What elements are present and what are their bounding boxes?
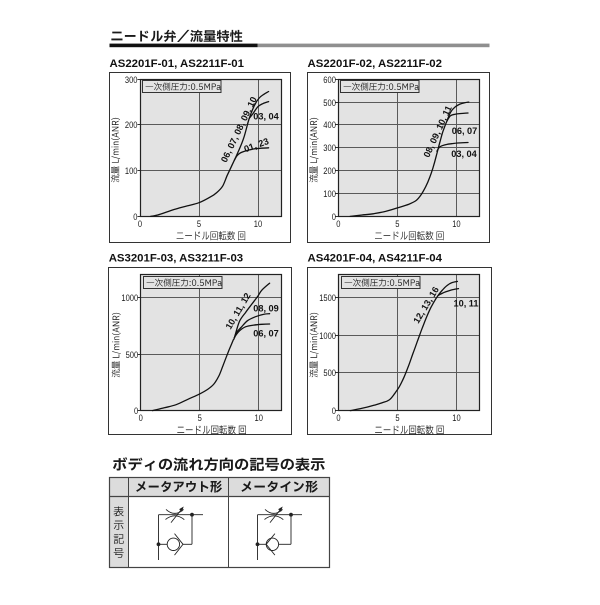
svg-text:500: 500: [323, 97, 336, 108]
svg-text:1000: 1000: [121, 292, 138, 303]
svg-text:AS3201F-03, AS3211F-03: AS3201F-03, AS3211F-03: [109, 253, 243, 265]
svg-text:03, 04: 03, 04: [451, 149, 477, 159]
svg-text:0: 0: [332, 405, 336, 416]
svg-text:1000: 1000: [319, 330, 336, 341]
svg-text:5: 5: [395, 218, 399, 229]
svg-text:5: 5: [198, 412, 202, 423]
svg-text:500: 500: [126, 349, 139, 360]
svg-text:0: 0: [134, 405, 138, 416]
svg-text:200: 200: [125, 119, 138, 130]
svg-text:08, 09: 08, 09: [253, 304, 279, 314]
svg-text:10: 10: [255, 412, 263, 423]
svg-text:5: 5: [395, 412, 399, 423]
svg-text:0: 0: [336, 218, 340, 229]
svg-text:5: 5: [197, 218, 201, 229]
svg-text:10: 10: [254, 218, 262, 229]
svg-text:10, 11: 10, 11: [453, 298, 478, 308]
svg-text:0: 0: [139, 412, 143, 423]
svg-text:0: 0: [133, 211, 137, 222]
svg-text:AS4201F-04, AS4211F-04: AS4201F-04, AS4211F-04: [308, 253, 443, 265]
svg-text:100: 100: [323, 188, 336, 199]
svg-text:AS2201F-01, AS2211F-01: AS2201F-01, AS2211F-01: [110, 58, 245, 70]
svg-text:06, 07: 06, 07: [253, 329, 279, 339]
svg-text:100: 100: [125, 165, 138, 176]
svg-text:0: 0: [336, 412, 340, 423]
svg-text:300: 300: [125, 74, 138, 85]
svg-text:10: 10: [452, 218, 460, 229]
svg-text:500: 500: [323, 367, 336, 378]
svg-text:0: 0: [138, 218, 142, 229]
svg-text:400: 400: [323, 119, 336, 130]
svg-text:0: 0: [332, 211, 336, 222]
svg-text:200: 200: [323, 165, 336, 176]
svg-text:1500: 1500: [319, 292, 336, 303]
svg-text:300: 300: [323, 142, 336, 153]
svg-text:10: 10: [452, 412, 460, 423]
svg-text:06, 07: 06, 07: [452, 126, 478, 136]
svg-text:03, 04: 03, 04: [253, 112, 279, 122]
svg-text:600: 600: [323, 74, 336, 85]
svg-text:AS2201F-02, AS2211F-02: AS2201F-02, AS2211F-02: [308, 58, 442, 70]
